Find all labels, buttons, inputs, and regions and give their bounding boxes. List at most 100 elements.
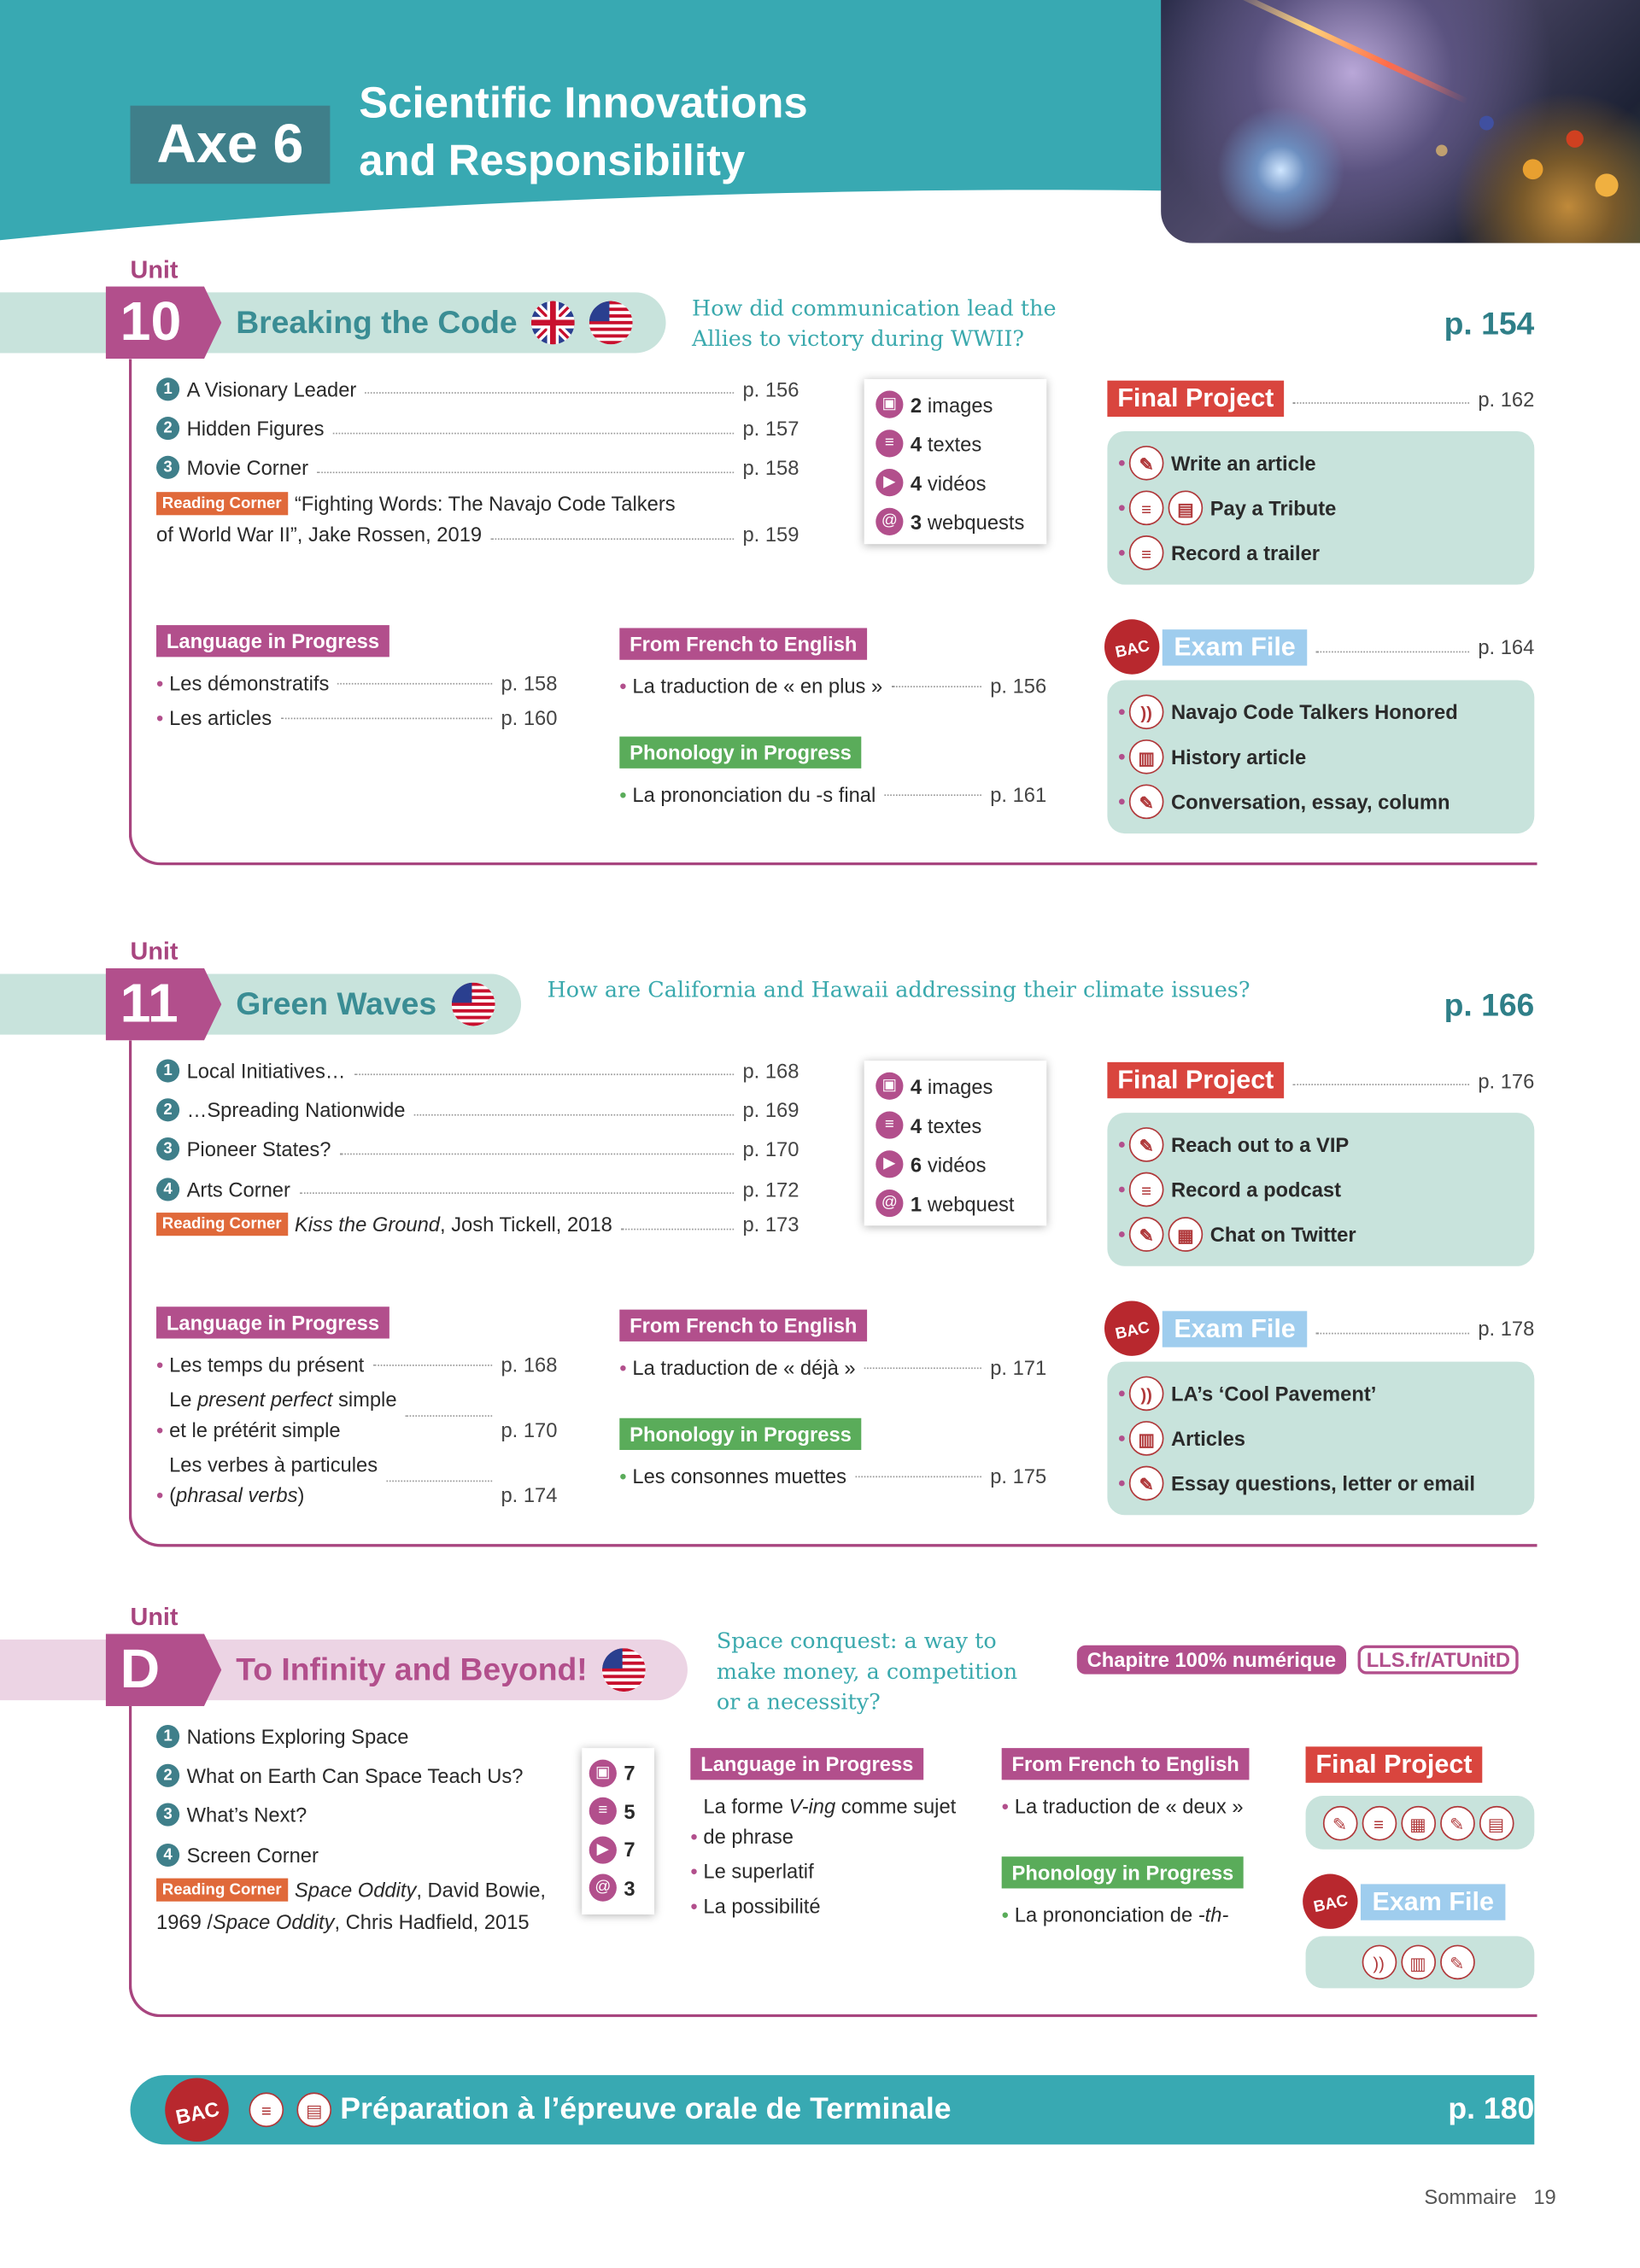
final-project-header[interactable]: Final Project p. 162: [1107, 380, 1534, 418]
speech-card-icon: ▤: [1479, 1805, 1514, 1840]
reading-corner-item[interactable]: of World War II”, Jake Rossen, 2019 p. 15…: [156, 519, 799, 550]
language-in-progress-item[interactable]: • Le present perfect simple et le prétérit…: [156, 1385, 557, 1446]
language-in-progress-item[interactable]: • La possibilité: [690, 1891, 994, 1922]
bullet: •: [156, 1353, 164, 1377]
reading-corner-item[interactable]: Reading Corner “Fighting Words: The Navaj…: [156, 488, 799, 518]
resource-label: vidéos: [927, 471, 987, 494]
oral-exam-prep-banner[interactable]: BAC ≡ ▤ Préparation à l’épreuve orale de…: [130, 2075, 1535, 2145]
lesson-item[interactable]: 2 Hidden Figures p. 157: [156, 409, 799, 448]
us-flag-icon: [451, 982, 495, 1026]
language-in-progress-section: Language in Progress • Les temps du présen…: [156, 1306, 557, 1515]
final-project-activity[interactable]: ✎ ▦ Chat on Twitter: [1118, 1217, 1523, 1253]
reading-corner-badge: Reading Corner: [156, 1879, 288, 1903]
resource-item[interactable]: ▣ 2 images: [876, 385, 1034, 424]
final-project-activity[interactable]: ✎ Write an article: [1118, 445, 1523, 481]
lesson-item[interactable]: 3 What’s Next?: [156, 1796, 576, 1835]
reading-corner-item[interactable]: Reading Corner Kiss the Ground, Josh Tick…: [156, 1209, 799, 1240]
exam-file-header[interactable]: BAC Exam File p. 178: [1103, 1299, 1535, 1358]
lesson-item[interactable]: 4 Screen Corner: [156, 1835, 576, 1874]
language-in-progress-page: p. 158: [501, 671, 558, 695]
exam-file-header[interactable]: BAC Exam File: [1301, 1872, 1506, 1931]
text-icon: ≡: [589, 1797, 617, 1826]
final-project-activities[interactable]: ✎ ≡ ▦ ✎ ▤: [1305, 1796, 1535, 1850]
text: “Fighting Words: The Navajo Code Talkers: [294, 492, 676, 516]
unit-page[interactable]: p. 166: [1444, 986, 1535, 1024]
resource-item[interactable]: ≡ 4 textes: [876, 1106, 1034, 1145]
resource-item[interactable]: ≡ 5: [589, 1792, 647, 1831]
final-project-header[interactable]: Final Project: [1305, 1746, 1483, 1783]
lesson-item[interactable]: 1 Nations Exploring Space: [156, 1716, 576, 1756]
resource-count: 2: [910, 393, 922, 417]
uk-flag-icon: [531, 301, 576, 345]
final-project-activity[interactable]: ≡ Record a trailer: [1118, 535, 1523, 571]
chapter-link[interactable]: LLS.fr/ATUnitD: [1357, 1645, 1520, 1675]
resource-item[interactable]: ▶ 7: [589, 1831, 647, 1869]
unit-page[interactable]: p. 154: [1444, 305, 1535, 342]
unit-title-row[interactable]: Breaking the Code: [236, 292, 634, 353]
lesson-item[interactable]: 4 Arts Corner p. 172: [156, 1170, 799, 1209]
final-project-header[interactable]: Final Project p. 176: [1107, 1061, 1534, 1099]
writing-icon: ✎: [1128, 1466, 1164, 1501]
resource-label: vidéos: [927, 1152, 987, 1176]
language-in-progress-page: p. 160: [501, 705, 558, 730]
resource-item[interactable]: ▣ 4 images: [876, 1067, 1034, 1106]
lesson-item[interactable]: 2 …Spreading Nationwide p. 169: [156, 1090, 799, 1130]
text: Les verbes à particules: [169, 1453, 378, 1476]
french-to-english-label: From French to English: [1001, 1748, 1250, 1780]
lesson-item[interactable]: 2 What on Earth Can Space Teach Us?: [156, 1756, 576, 1795]
exam-file-page: p. 178: [1478, 1317, 1535, 1341]
leader-dots: [280, 717, 493, 720]
phonology-in-progress-item[interactable]: • Les consonnes muettes p. 175: [619, 1462, 1046, 1493]
lesson-title: Movie Corner: [186, 456, 309, 480]
resource-item[interactable]: ▶ 6 vidéos: [876, 1144, 1034, 1184]
french-to-english-item[interactable]: • La traduction de « deux »: [1002, 1792, 1277, 1822]
unit-title-row[interactable]: To Infinity and Beyond!: [236, 1640, 646, 1700]
phonology-in-progress-item[interactable]: • La prononciation de -th-: [1002, 1900, 1277, 1931]
lesson-item[interactable]: 1 A Visionary Leader p. 156: [156, 369, 799, 408]
resource-item[interactable]: ▣ 7: [589, 1754, 647, 1792]
leader-dots: [855, 1476, 982, 1478]
french-to-english-item[interactable]: • La traduction de « en plus » p. 156: [619, 671, 1046, 702]
exam-file-activity[interactable]: ✎ Essay questions, letter or email: [1118, 1466, 1523, 1501]
unit-title-row[interactable]: Green Waves: [236, 973, 495, 1034]
resource-item[interactable]: @3: [589, 1869, 647, 1908]
lesson-item[interactable]: 3 Movie Corner p. 158: [156, 448, 799, 488]
video-icon: ▶: [876, 469, 904, 497]
final-project-activity[interactable]: ≡ Record a podcast: [1118, 1172, 1523, 1207]
exam-file-activity[interactable]: ▥ History article: [1118, 739, 1523, 775]
exam-file-activity[interactable]: ▥ Articles: [1118, 1421, 1523, 1456]
phonology-in-progress-item[interactable]: • La prononciation du -s final p. 161: [619, 780, 1046, 810]
language-in-progress-item[interactable]: • La forme V-ing comme sujet de phrase: [690, 1792, 994, 1852]
language-in-progress-item[interactable]: • Le superlatif: [690, 1856, 994, 1887]
text: Les articles: [169, 705, 272, 730]
language-in-progress-item[interactable]: • Les verbes à particules (phrasal verbs) p…: [156, 1450, 557, 1511]
lesson-item[interactable]: 3 Pioneer States? p. 170: [156, 1130, 799, 1169]
french-to-english-item[interactable]: • La traduction de « déjà » p. 171: [619, 1353, 1046, 1383]
final-project-activity[interactable]: ✎ Reach out to a VIP: [1118, 1126, 1523, 1162]
resource-item[interactable]: ▶ 4 vidéos: [876, 463, 1034, 502]
reading-corner-item[interactable]: Reading Corner Space Oddity, David Bowie,: [156, 1874, 576, 1905]
resource-count: 7: [624, 1838, 636, 1862]
language-in-progress-item[interactable]: • Les articles p. 160: [156, 704, 557, 734]
leader-dots: [405, 1414, 493, 1417]
phonology-in-progress-section: Phonology in Progress • Les consonnes muet…: [619, 1418, 1046, 1497]
bullet: [1118, 459, 1125, 466]
language-in-progress-item[interactable]: • Les temps du présent p. 168: [156, 1350, 557, 1381]
exam-file-activities[interactable]: )) ▥ ✎: [1305, 1936, 1535, 1989]
bullet: [1118, 798, 1125, 805]
language-in-progress-item[interactable]: • Les démonstratifs p. 158: [156, 669, 557, 699]
exam-file-activity[interactable]: )) Navajo Code Talkers Honored: [1118, 693, 1523, 729]
resource-item[interactable]: @3 webquests: [876, 502, 1034, 541]
resource-item[interactable]: @1 webquest: [876, 1184, 1034, 1223]
resource-count: 4: [910, 1114, 922, 1137]
exam-file-activity[interactable]: ✎ Conversation, essay, column: [1118, 785, 1523, 820]
lesson-number-icon: 4: [156, 1843, 180, 1867]
exam-file-header[interactable]: BAC Exam File p. 164: [1103, 617, 1534, 676]
reading-corner-item[interactable]: 1969 / Space Oddity, Chris Hadfield, 201…: [156, 1906, 576, 1937]
final-project-activity[interactable]: ≡ ▤ Pay a Tribute: [1118, 490, 1523, 526]
exam-file-activity[interactable]: )) LA’s ‘Cool Pavement’: [1118, 1376, 1523, 1411]
lesson-item[interactable]: 1 Local Initiatives… p. 168: [156, 1050, 799, 1090]
text: simple: [332, 1388, 397, 1412]
resource-item[interactable]: ≡ 4 textes: [876, 424, 1034, 464]
